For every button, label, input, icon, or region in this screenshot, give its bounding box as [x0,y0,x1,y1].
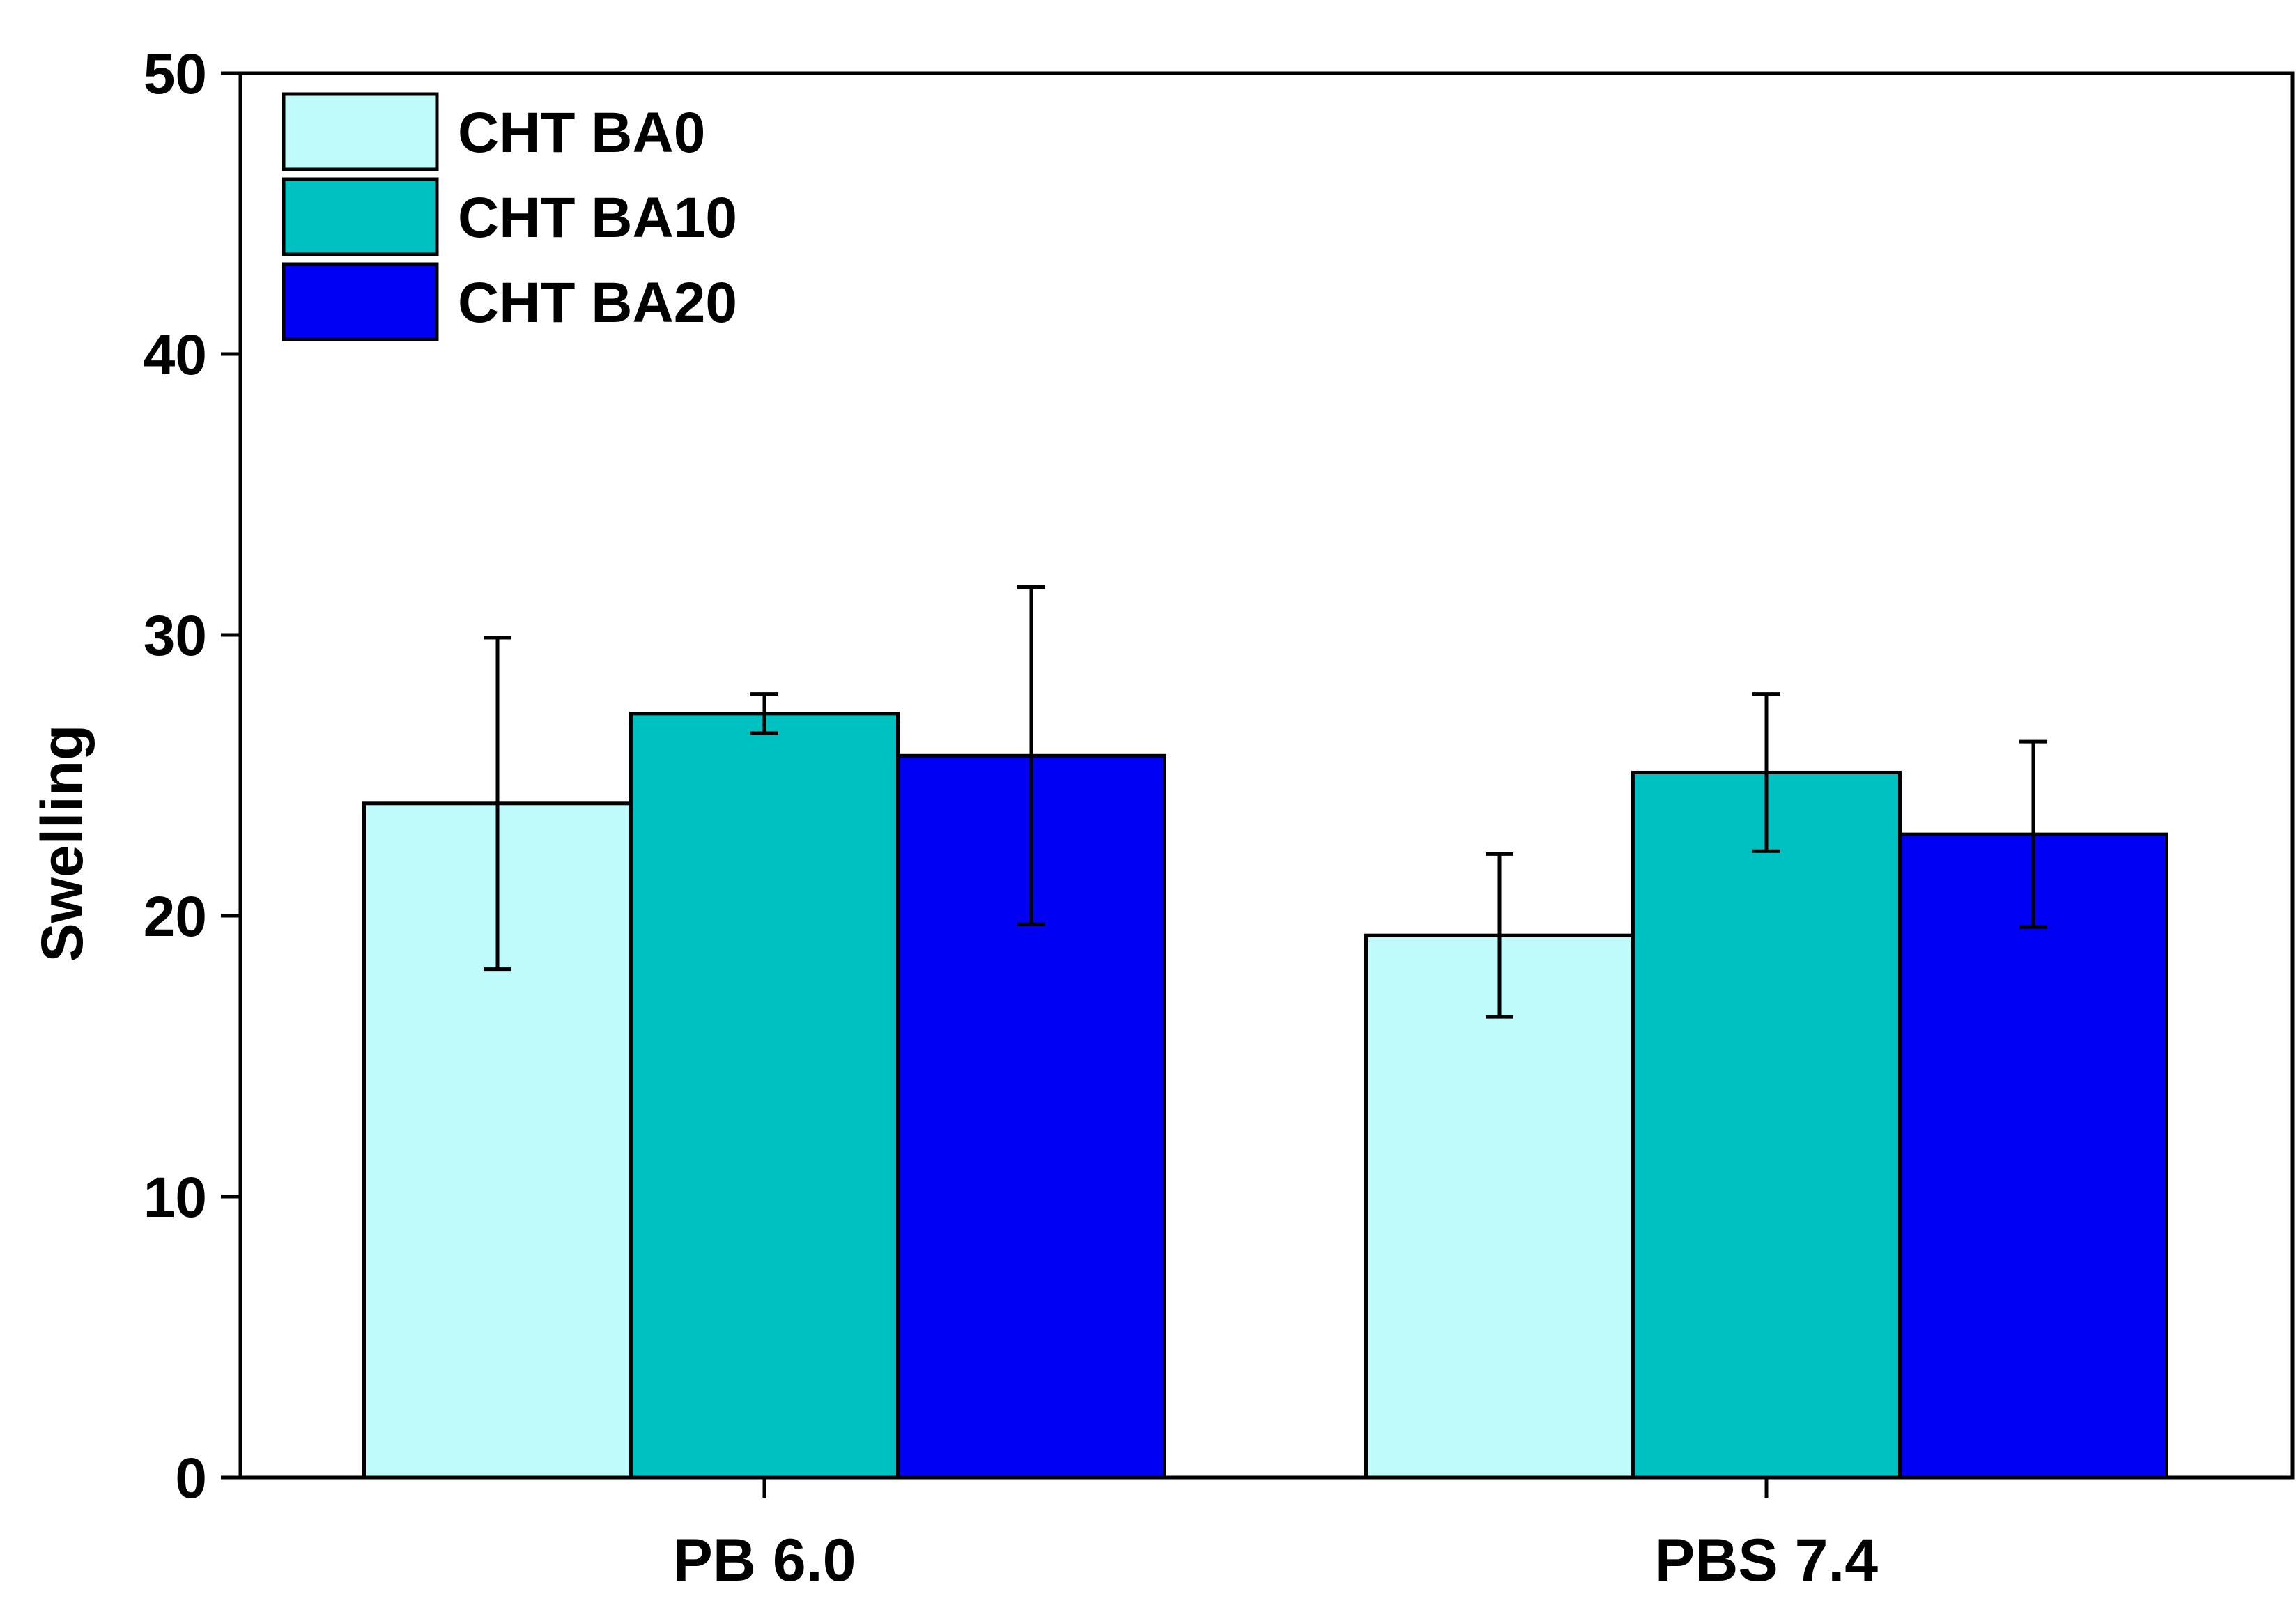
legend-swatch [282,92,439,171]
x-tick-label: PBS 7.4 [1655,1527,1878,1594]
x-tick-label: PB 6.0 [673,1527,856,1594]
bars-layer [362,712,2168,1480]
y-tick-label: 0 [175,1447,207,1510]
bar-cht-ba10-1 [1631,770,1902,1480]
axes-layer: 0 10 20 30 40 50 PB 6.0 PBS 7.4 [144,43,2295,1594]
legend-swatch [282,177,439,256]
y-tick-label: 30 [144,604,207,668]
legend: CHT BA0 CHT BA10 CHT BA20 [282,92,737,341]
legend-label: CHT BA10 [458,186,737,250]
y-tick-label: 50 [144,43,207,106]
legend-label: CHT BA0 [458,101,705,164]
plot-frame [238,71,2295,1480]
bar-cht-ba10-0 [629,712,900,1480]
y-axis-title: Swelling [29,725,95,962]
bar-cht-ba20-1 [1898,832,2168,1480]
legend-swatch [282,262,439,341]
y-tick-label: 20 [144,885,207,949]
y-tick-label: 40 [144,323,207,387]
legend-label: CHT BA20 [458,271,737,335]
error-bars-layer [484,585,2047,1019]
y-tick-label: 10 [144,1166,207,1229]
